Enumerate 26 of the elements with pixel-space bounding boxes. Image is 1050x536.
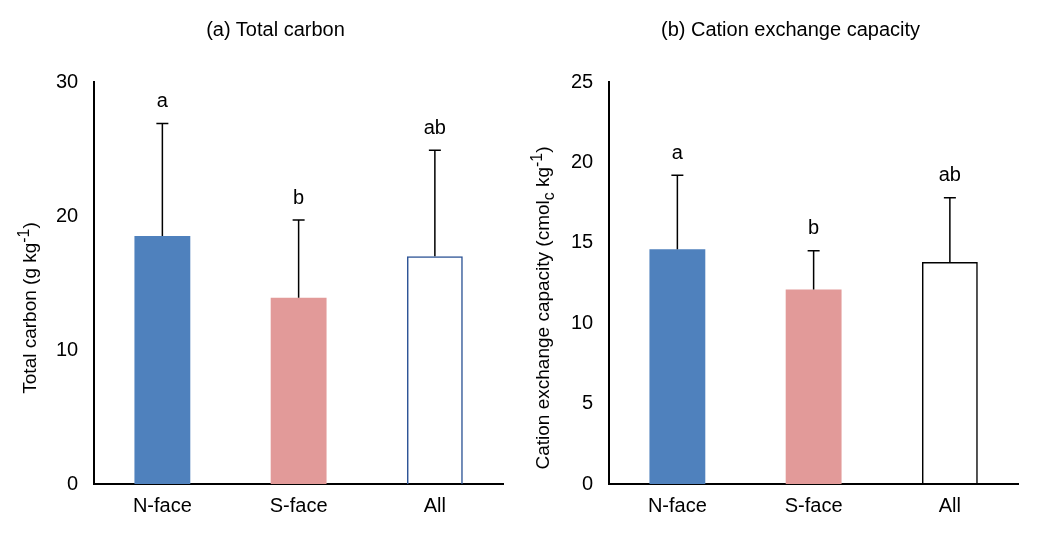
- x-tick-label: N-face: [647, 493, 707, 516]
- annotation: ab: [938, 163, 961, 186]
- annotation: b: [808, 216, 820, 239]
- y-tick-label: 10: [56, 337, 79, 360]
- y-tick-label: 15: [571, 230, 594, 253]
- annotation: a: [671, 140, 684, 163]
- annotation: b: [293, 185, 305, 208]
- y-tick-label: 5: [582, 391, 594, 414]
- y-tick-label: 10: [571, 310, 594, 333]
- y-tick-label: 20: [56, 203, 79, 226]
- y-tick-label: 30: [56, 69, 79, 92]
- annotation: ab: [423, 115, 446, 138]
- y-tick-label: 20: [571, 149, 594, 172]
- bar: [785, 289, 842, 484]
- y-tick-label: 0: [67, 471, 79, 494]
- bar: [649, 249, 706, 484]
- y-tick-label: 0: [582, 471, 594, 494]
- x-tick-label: N-face: [132, 493, 192, 516]
- chart-title: (b) Cation exchange capacity: [660, 17, 921, 40]
- x-tick-label: S-face: [269, 493, 328, 516]
- y-tick-label: 25: [571, 69, 594, 92]
- x-tick-label: All: [938, 493, 961, 516]
- annotation: a: [156, 89, 169, 112]
- x-tick-label: All: [423, 493, 446, 516]
- x-tick-label: S-face: [784, 493, 843, 516]
- chart-title: (a) Total carbon: [206, 17, 345, 40]
